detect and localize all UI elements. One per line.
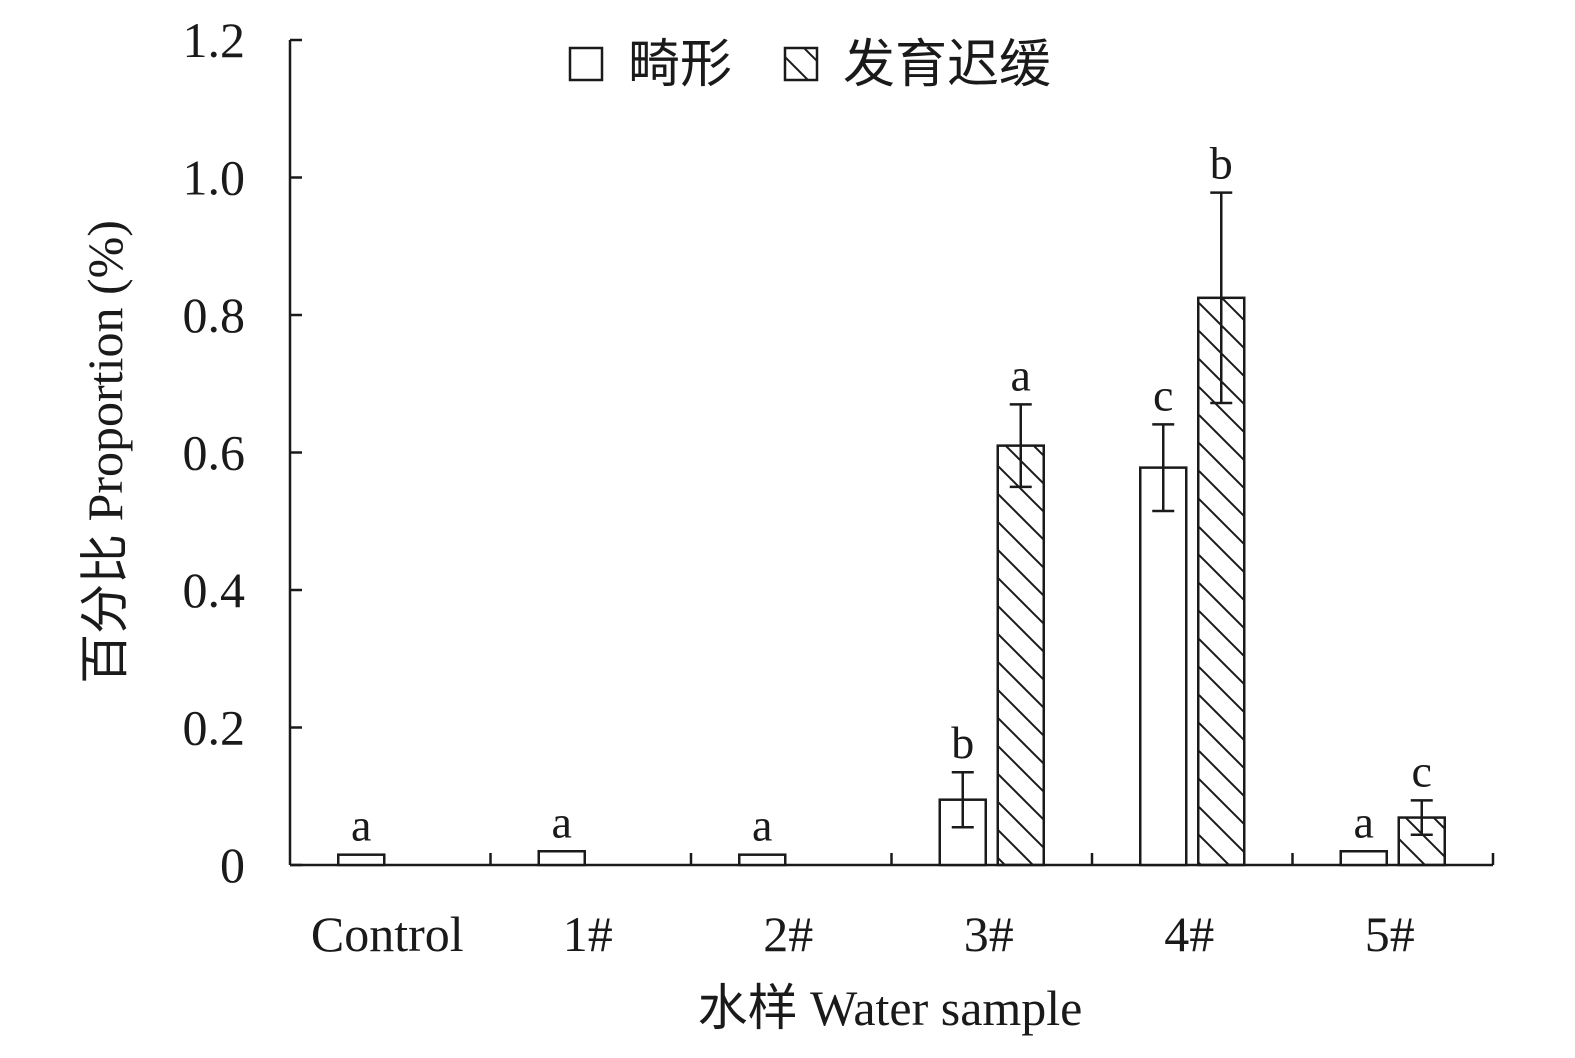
x-tick-label: Control xyxy=(311,906,464,962)
legend-swatch-发育迟缓 xyxy=(783,46,819,82)
axes xyxy=(288,40,1493,867)
bars xyxy=(337,296,1446,867)
significance-label: a xyxy=(1011,349,1031,400)
legend-swatch-畸形 xyxy=(568,46,604,82)
x-ticks: Control 1# 2# 3# 4# 5# xyxy=(311,853,1495,962)
significance-label: c xyxy=(1153,369,1173,420)
significance-label: a xyxy=(752,800,772,851)
significance-label: a xyxy=(351,800,371,851)
y-axis-title: 百分比 Proportion (%) xyxy=(77,220,133,684)
x-tick-label: 2# xyxy=(763,906,813,962)
x-tick-label: 5# xyxy=(1365,906,1415,962)
legend-label-发育迟缓: 发育迟缓 xyxy=(843,37,1051,94)
y-tick-label: 0.6 xyxy=(183,425,246,481)
y-tick-label: 1.0 xyxy=(183,150,246,206)
x-tick-label: 1# xyxy=(563,906,613,962)
x-tick-label: 4# xyxy=(1164,906,1214,962)
y-ticks: 0 0.2 0.4 0.6 0.8 1.0 1.2 xyxy=(183,12,302,893)
y-tick-label: 0.4 xyxy=(183,562,246,618)
significance-label: c xyxy=(1412,745,1432,796)
bar-畸形-2# xyxy=(738,853,787,867)
legend-label-畸形: 畸形 xyxy=(628,37,732,94)
x-axis-title: 水样 Water sample xyxy=(698,980,1083,1036)
significance-label: b xyxy=(1210,138,1233,189)
bar-畸形-4# xyxy=(1139,466,1188,867)
legend: 畸形 发育迟缓 xyxy=(568,37,1051,94)
bar-畸形-Control xyxy=(337,853,386,867)
y-tick-label: 0.2 xyxy=(183,700,246,756)
significance-label: a xyxy=(552,796,572,847)
error-bars xyxy=(951,191,1433,836)
x-tick-label: 3# xyxy=(964,906,1014,962)
y-tick-label: 0.8 xyxy=(183,287,246,343)
y-tick-label: 0 xyxy=(220,837,245,893)
significance-label: a xyxy=(1354,796,1374,847)
bar-畸形-1# xyxy=(537,850,586,867)
significance-label: b xyxy=(951,717,974,768)
bar-发育迟缓-3# xyxy=(996,444,1045,867)
y-tick-label: 1.2 xyxy=(183,12,246,68)
bar-畸形-5# xyxy=(1339,850,1388,867)
